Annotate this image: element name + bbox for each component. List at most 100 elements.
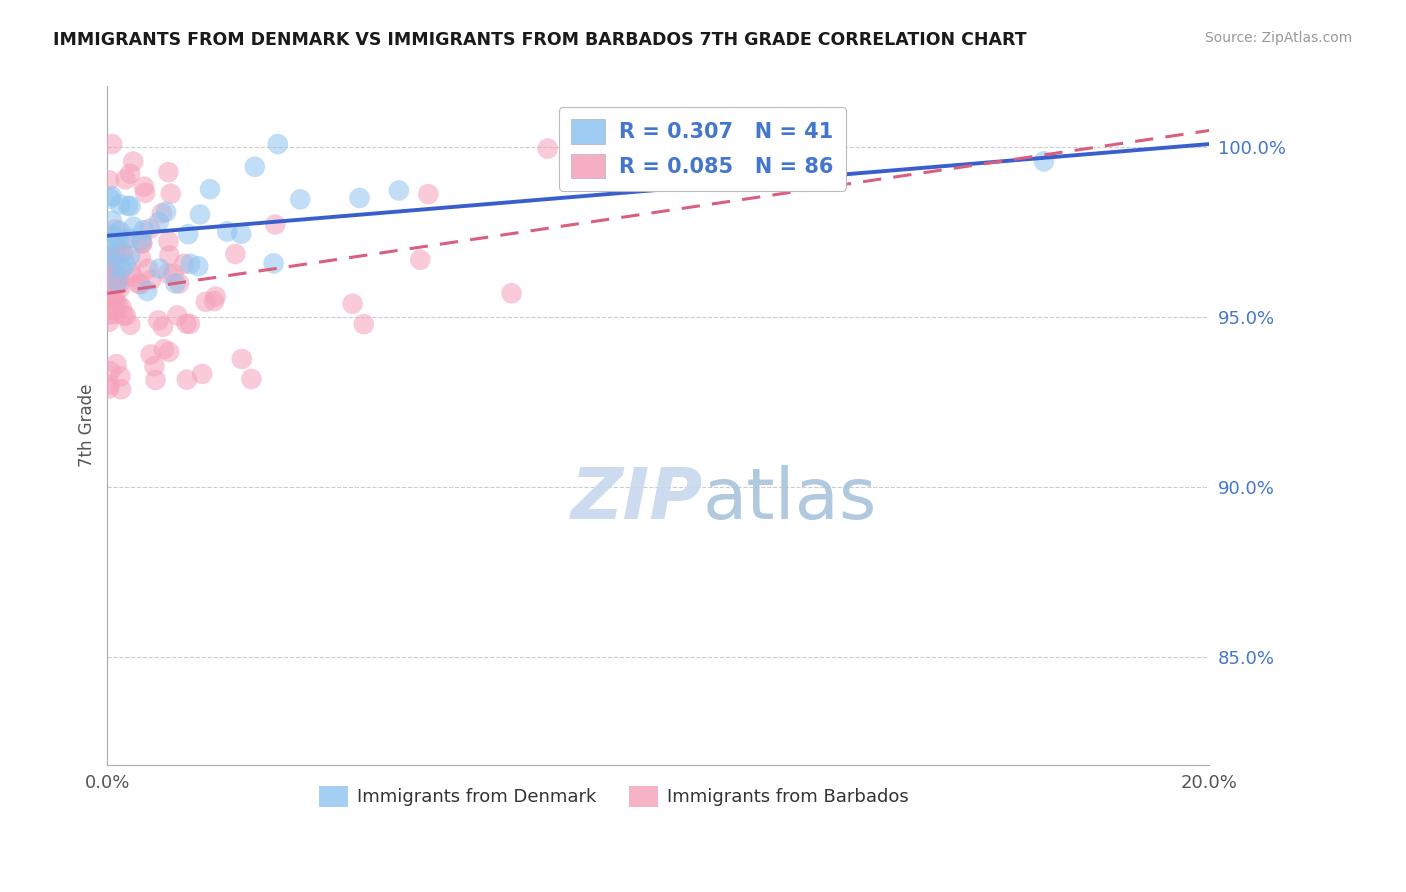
- Point: [112, 309, 135, 323]
- Point: [107, 297, 129, 311]
- Point: [100, 244, 122, 258]
- Point: [139, 347, 162, 361]
- Point: [165, 277, 187, 291]
- Point: [100, 250, 122, 264]
- Point: [103, 260, 125, 274]
- Point: [148, 215, 170, 229]
- Point: [177, 227, 200, 242]
- Point: [501, 286, 523, 301]
- Point: [143, 359, 166, 373]
- Point: [132, 179, 155, 194]
- Point: [98, 192, 121, 206]
- Point: [267, 137, 290, 152]
- Point: [202, 294, 225, 309]
- Point: [155, 205, 177, 219]
- Point: [98, 173, 121, 187]
- Point: [108, 197, 131, 211]
- Point: [159, 186, 181, 201]
- Point: [157, 165, 180, 179]
- Point: [120, 249, 142, 263]
- Point: [243, 160, 266, 174]
- Point: [146, 313, 169, 327]
- Point: [153, 342, 176, 356]
- Point: [150, 206, 173, 220]
- Point: [98, 315, 121, 329]
- Point: [342, 297, 364, 311]
- Point: [103, 294, 125, 309]
- Point: [128, 277, 150, 291]
- Point: [129, 233, 152, 247]
- Point: [129, 277, 152, 291]
- Point: [110, 369, 132, 384]
- Point: [134, 186, 156, 200]
- Point: [104, 267, 127, 281]
- Point: [536, 142, 558, 156]
- Point: [121, 269, 143, 284]
- Point: [231, 351, 253, 366]
- Point: [105, 271, 128, 285]
- Point: [157, 344, 180, 359]
- Point: [152, 319, 174, 334]
- Point: [114, 257, 136, 271]
- Point: [104, 262, 127, 277]
- Point: [194, 294, 217, 309]
- Point: [120, 167, 142, 181]
- Point: [120, 318, 142, 332]
- Point: [176, 317, 198, 331]
- Point: [98, 279, 121, 293]
- Point: [98, 287, 121, 301]
- Point: [162, 267, 184, 281]
- Point: [191, 367, 214, 381]
- Y-axis label: 7th Grade: 7th Grade: [79, 384, 96, 467]
- Text: ZIP: ZIP: [571, 465, 703, 534]
- Point: [105, 357, 128, 371]
- Text: Source: ZipAtlas.com: Source: ZipAtlas.com: [1205, 31, 1353, 45]
- Point: [263, 256, 285, 270]
- Point: [136, 284, 159, 298]
- Point: [290, 193, 312, 207]
- Point: [131, 235, 153, 250]
- Point: [98, 257, 121, 271]
- Point: [107, 276, 129, 290]
- Point: [104, 307, 127, 321]
- Point: [145, 373, 167, 387]
- Point: [179, 257, 201, 271]
- Point: [105, 244, 128, 259]
- Point: [349, 191, 371, 205]
- Point: [108, 270, 131, 285]
- Point: [157, 235, 180, 249]
- Point: [204, 289, 226, 303]
- Point: [188, 207, 211, 221]
- Point: [101, 137, 124, 152]
- Point: [100, 189, 122, 203]
- Point: [156, 267, 179, 281]
- Point: [122, 154, 145, 169]
- Point: [198, 182, 221, 196]
- Point: [176, 373, 198, 387]
- Point: [98, 308, 121, 322]
- Point: [105, 277, 128, 291]
- Point: [240, 372, 263, 386]
- Point: [111, 245, 134, 260]
- Point: [388, 184, 411, 198]
- Point: [111, 261, 134, 276]
- Point: [105, 229, 128, 244]
- Point: [98, 382, 121, 396]
- Point: [167, 277, 190, 291]
- Point: [108, 224, 131, 238]
- Point: [101, 214, 124, 228]
- Point: [129, 251, 152, 265]
- Point: [98, 377, 121, 392]
- Point: [418, 187, 440, 202]
- Point: [118, 231, 141, 245]
- Point: [264, 218, 287, 232]
- Point: [110, 382, 132, 396]
- Point: [103, 303, 125, 318]
- Text: atlas: atlas: [703, 465, 877, 534]
- Point: [141, 273, 163, 287]
- Point: [179, 317, 201, 331]
- Point: [117, 199, 139, 213]
- Point: [98, 364, 121, 378]
- Point: [131, 236, 153, 251]
- Point: [120, 266, 142, 280]
